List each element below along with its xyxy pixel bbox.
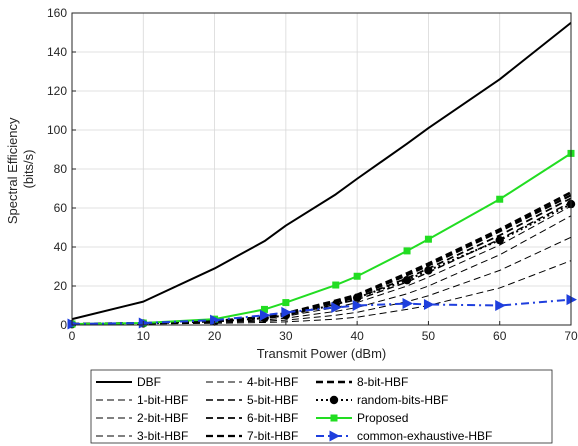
x-tick-label: 70	[564, 329, 578, 343]
legend-label: random-bits-HBF	[357, 393, 448, 407]
legend-entry-random-bits-hbf: random-bits-HBF	[316, 393, 448, 407]
legend-label: 8-bit-HBF	[357, 375, 408, 389]
y-tick-label: 140	[47, 45, 67, 59]
x-tick-label: 60	[493, 329, 507, 343]
y-axis-label: Spectral Efficiency (bits/s)	[5, 114, 36, 224]
data-point-random-bits-hbf	[495, 235, 504, 245]
series-line-2-bit-hbf	[71, 236, 572, 325]
legend: DBF 1-bit-HBF 2-bit-HBF 3-bit-HBF 4-bit-HBF 5…	[90, 369, 553, 444]
series-layer	[67, 21, 577, 330]
y-tick-label: 20	[54, 279, 68, 293]
x-axis-label: Transmit Power (dBm)	[257, 346, 387, 361]
data-point-common-exhaustive-hbf	[352, 300, 364, 311]
data-point-random-bits-hbf	[424, 266, 433, 275]
legend-label: DBF	[137, 375, 161, 389]
y-tick-label: 40	[54, 240, 68, 254]
data-point-common-exhaustive-hbf	[566, 294, 577, 306]
legend-entry-2-bit-hbf: 2-bit-HBF	[96, 411, 188, 425]
data-point-common-exhaustive-hbf	[281, 306, 292, 318]
legend-label: 1-bit-HBF	[137, 393, 188, 407]
series-line-dbf	[71, 21, 572, 321]
legend-entry-dbf: DBF	[96, 375, 161, 389]
data-point-proposed	[353, 272, 361, 280]
x-tick-label: 40	[350, 329, 364, 343]
series-2-bit-hbf	[71, 236, 572, 325]
legend-marker	[330, 414, 338, 422]
x-tick-label: 30	[279, 329, 293, 343]
legend-label: Proposed	[357, 411, 408, 425]
y-tick-label: 60	[54, 201, 68, 215]
y-tick-label: 120	[47, 84, 67, 98]
legend-entry-6-bit-hbf: 6-bit-HBF	[206, 411, 298, 425]
x-tick-label: 0	[69, 329, 76, 343]
y-tick-label: 80	[54, 162, 68, 176]
data-point-random-bits-hbf	[352, 293, 362, 302]
data-point-common-exhaustive-hbf	[402, 298, 414, 310]
data-point-proposed	[260, 305, 268, 313]
legend-marker	[329, 430, 340, 442]
data-point-proposed	[403, 247, 411, 255]
x-tick-label: 50	[422, 329, 436, 343]
legend-label: common-exhaustive-HBF	[357, 429, 492, 443]
data-point-common-exhaustive-hbf	[423, 299, 435, 311]
legend-label: 3-bit-HBF	[137, 429, 188, 443]
legend-label: 6-bit-HBF	[247, 411, 298, 425]
legend-entry-proposed: Proposed	[316, 411, 408, 425]
data-point-proposed	[496, 195, 504, 203]
data-point-random-bits-hbf	[402, 275, 412, 285]
legend-label: 5-bit-HBF	[247, 393, 298, 407]
legend-entry-1-bit-hbf: 1-bit-HBF	[96, 393, 188, 407]
data-point-common-exhaustive-hbf	[331, 301, 342, 313]
series-3-bit-hbf	[71, 215, 572, 325]
data-point-proposed	[282, 299, 290, 307]
data-point-common-exhaustive-hbf	[259, 309, 271, 321]
legend-label: 2-bit-HBF	[137, 411, 188, 425]
ticks: 0 10 20 30 40 50 60 70 0 20 40 60 80 100 120 140 160	[47, 6, 578, 343]
legend-entry-common-exhaustive-hbf: common-exhaustive-HBF	[316, 429, 492, 443]
series-line-3-bit-hbf	[71, 215, 572, 325]
legend-entry-4-bit-hbf: 4-bit-HBF	[206, 375, 298, 389]
data-point-common-exhaustive-hbf	[138, 317, 150, 329]
series-common-exhaustive-hbf	[67, 294, 577, 330]
x-tick-label: 20	[208, 329, 222, 343]
legend-entry-5-bit-hbf: 5-bit-HBF	[206, 393, 298, 407]
legend-label: 4-bit-HBF	[247, 375, 298, 389]
series-dbf	[71, 21, 572, 321]
x-tick-label: 10	[137, 329, 151, 343]
data-point-proposed	[332, 281, 340, 289]
legend-marker	[329, 395, 339, 405]
data-point-common-exhaustive-hbf	[210, 314, 221, 326]
y-tick-label: 0	[60, 318, 67, 332]
legend-entry-7-bit-hbf: 7-bit-HBF	[206, 429, 298, 443]
y-axis-label-line-2: (bits/s)	[21, 150, 36, 189]
data-point-common-exhaustive-hbf	[67, 318, 78, 330]
legend-label: 7-bit-HBF	[247, 429, 298, 443]
data-point-proposed	[424, 235, 432, 243]
y-axis-label-line-1: Spectral Efficiency	[5, 117, 20, 224]
legend-entry-8-bit-hbf: 8-bit-HBF	[316, 375, 408, 389]
grid	[72, 13, 571, 325]
y-tick-label: 100	[47, 123, 67, 137]
y-tick-label: 160	[47, 6, 67, 20]
legend-entry-3-bit-hbf: 3-bit-HBF	[96, 429, 188, 443]
data-point-common-exhaustive-hbf	[495, 300, 506, 311]
